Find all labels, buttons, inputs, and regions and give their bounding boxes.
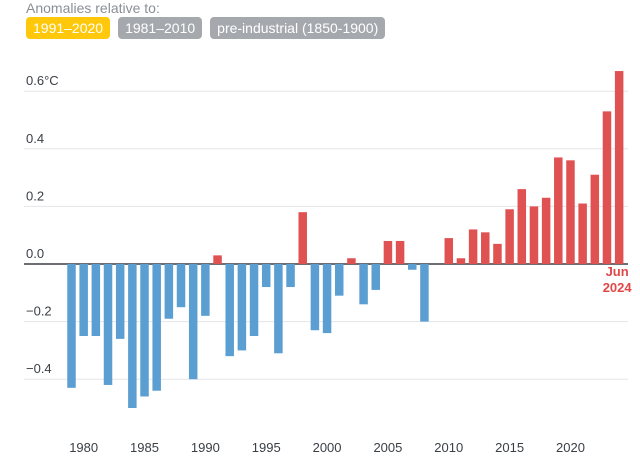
x-tick-label: 2005 (373, 440, 402, 455)
baseline-label: Anomalies relative to: (26, 0, 160, 16)
bar-1998[interactable] (298, 212, 307, 264)
bar-2023[interactable] (602, 111, 612, 264)
bar-1992[interactable] (225, 264, 234, 357)
x-tick-label: 2010 (434, 440, 463, 455)
x-tick-label: 2000 (313, 440, 342, 455)
x-tick-label: 1985 (130, 440, 159, 455)
baseline-1991-2020-button[interactable]: 1991–2020 (26, 17, 111, 39)
x-tick-label: 1990 (191, 440, 220, 455)
y-tick-label: −0.2 (26, 304, 52, 319)
bar-2011[interactable] (456, 258, 466, 264)
bar-1997[interactable] (286, 264, 295, 288)
bar-1994[interactable] (249, 264, 259, 336)
x-tick-label: 2020 (556, 440, 585, 455)
bar-2005[interactable] (383, 240, 393, 264)
bar-2007[interactable] (408, 264, 417, 270)
bar-1990[interactable] (201, 264, 210, 316)
bar-2022[interactable] (590, 174, 600, 264)
bar-1979[interactable] (67, 264, 76, 388)
y-tick-label: 0.6°C (26, 73, 59, 88)
grid-lines (24, 90, 628, 380)
bar-2010[interactable] (444, 238, 454, 264)
bar-1980[interactable] (79, 264, 88, 336)
bar-series (67, 71, 624, 408)
x-axis-ticks: 1980 1985 1990 1995 2000 2005 2010 2015 2020 (69, 440, 585, 455)
bar-2002[interactable] (347, 258, 356, 264)
bar-1986[interactable] (152, 264, 161, 391)
bar-1987[interactable] (164, 264, 174, 319)
bar-1999[interactable] (310, 264, 320, 331)
bar-1995[interactable] (261, 264, 271, 288)
bar-2024[interactable] (614, 71, 624, 264)
bar-2006[interactable] (395, 240, 405, 264)
bar-1989[interactable] (188, 264, 198, 380)
bar-1984[interactable] (128, 264, 137, 408)
bar-2018[interactable] (541, 197, 551, 264)
bar-2014[interactable] (493, 243, 502, 264)
bar-2003[interactable] (359, 264, 368, 305)
y-tick-label: 0.4 (26, 131, 44, 146)
x-tick-label: 1980 (69, 440, 98, 455)
baseline-preindustrial-button[interactable]: pre-industrial (1850-1900) (210, 17, 386, 39)
x-tick-label: 2015 (495, 440, 524, 455)
bar-1993[interactable] (237, 264, 247, 351)
bar-2004[interactable] (371, 264, 381, 290)
bar-1983[interactable] (115, 264, 125, 339)
bar-2016[interactable] (517, 189, 527, 264)
bar-2021[interactable] (578, 203, 587, 264)
bar-1982[interactable] (103, 264, 113, 385)
bar-2015[interactable] (505, 209, 514, 264)
bar-2019[interactable] (554, 157, 563, 264)
bar-2008[interactable] (420, 264, 429, 322)
bar-1981[interactable] (91, 264, 101, 336)
y-tick-label: −0.4 (26, 361, 52, 376)
bar-1988[interactable] (176, 264, 186, 308)
y-tick-label: 0.2 (26, 188, 44, 203)
bar-2012[interactable] (468, 229, 478, 264)
bar-2020[interactable] (566, 160, 575, 264)
bar-2017[interactable] (529, 206, 539, 264)
latest-year-label: 2024 (603, 280, 633, 295)
bar-2000[interactable] (322, 264, 332, 334)
bar-1985[interactable] (140, 264, 149, 397)
baseline-1981-2010-button[interactable]: 1981–2010 (118, 17, 203, 39)
y-axis-ticks: 0.6°C 0.4 0.2 0.0 −0.2 −0.4 (26, 73, 59, 376)
bar-2013[interactable] (481, 232, 490, 264)
latest-month-label: Jun (606, 264, 629, 279)
y-tick-label: 0.0 (26, 246, 44, 261)
bar-1991[interactable] (213, 255, 222, 264)
bar-1996[interactable] (274, 264, 283, 354)
bar-2001[interactable] (334, 264, 344, 296)
x-tick-label: 1995 (252, 440, 281, 455)
baseline-selector: 1991–2020 1981–2010 pre-industrial (1850… (26, 17, 386, 39)
